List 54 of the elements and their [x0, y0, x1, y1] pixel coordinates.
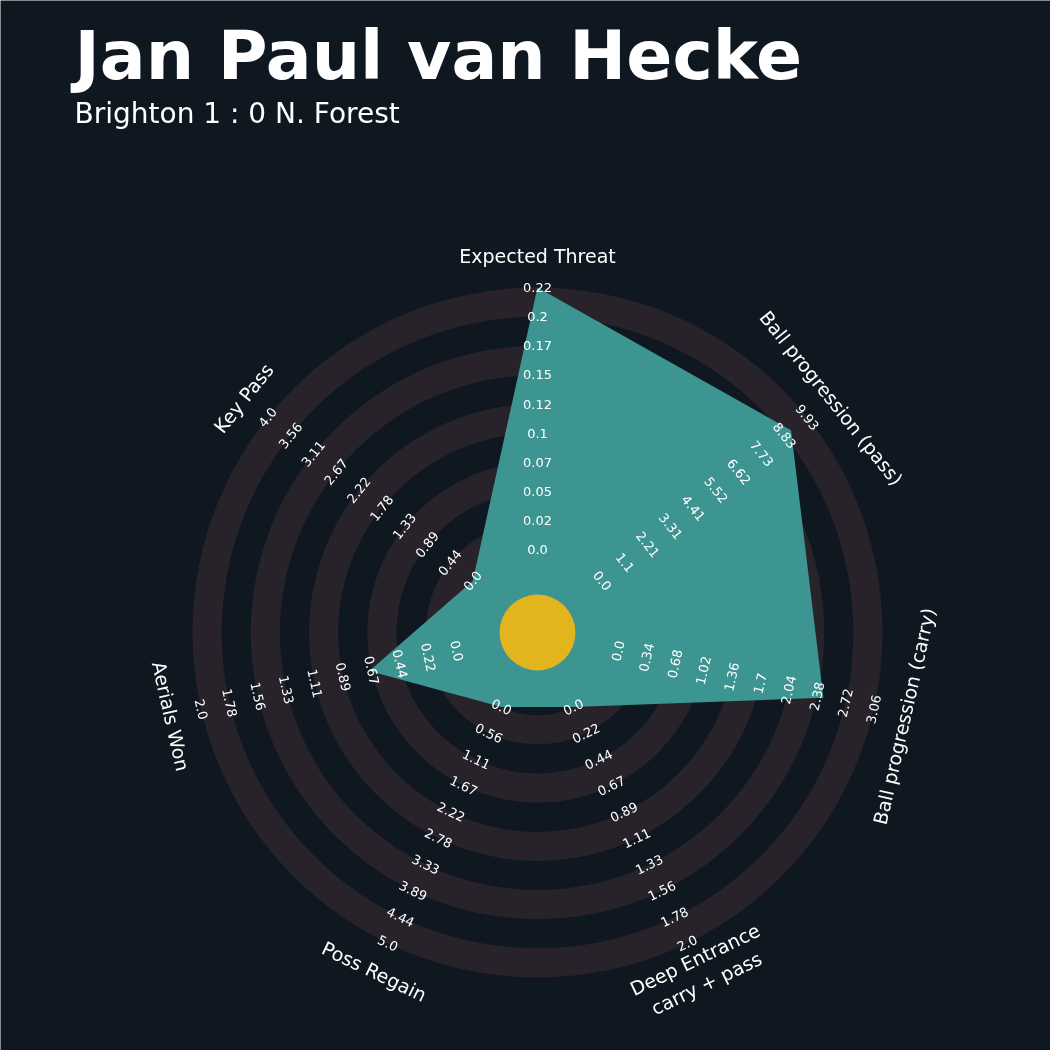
text: 0.44	[582, 746, 616, 773]
text: 0.05	[523, 483, 552, 499]
text: 0.0	[560, 695, 587, 719]
text: 1.11	[620, 825, 653, 852]
text: 0.17	[523, 338, 552, 354]
text: 1.11	[460, 746, 493, 773]
text: 0.44	[389, 648, 411, 680]
text: 1.67	[447, 772, 480, 799]
text: 2.72	[834, 687, 856, 719]
text: 3.89	[396, 877, 430, 904]
text: 2.78	[422, 825, 455, 852]
text: 1.33	[275, 674, 297, 706]
text: 0.07	[523, 454, 552, 470]
text: 0.68	[664, 648, 686, 680]
text: 0.22	[417, 641, 439, 674]
text: 0.0	[589, 568, 615, 594]
text: 0.22	[523, 280, 552, 295]
text: 5.0	[375, 932, 401, 955]
text: 0.67	[361, 654, 383, 687]
text: 3.06	[863, 693, 885, 726]
text: 1.56	[645, 877, 679, 904]
text: 2.22	[434, 799, 468, 826]
text: 0.0	[489, 695, 515, 719]
text: 2.04	[778, 674, 800, 706]
chart-subtitle: Brighton 1 : 0 N. Forest	[74, 97, 400, 130]
chart-title: Jan Paul van Hecke	[70, 16, 803, 95]
text: 0.34	[636, 641, 658, 674]
text: 1.56	[247, 680, 269, 713]
text: 0.1	[527, 425, 548, 441]
text: 0.22	[569, 720, 603, 747]
text: 0.56	[472, 720, 506, 747]
text: 0.67	[595, 772, 628, 799]
text: 0.0	[447, 639, 467, 663]
text: 1.78	[658, 904, 691, 931]
text: 0.0	[527, 542, 548, 558]
text: 1.11	[304, 667, 326, 700]
text: 1.78	[219, 687, 241, 719]
text: 0.12	[523, 396, 552, 412]
text: 2.38	[806, 680, 828, 713]
text: 0.15	[523, 367, 552, 383]
text: 4.0	[255, 404, 281, 431]
text: 0.89	[607, 799, 641, 826]
text: 3.33	[409, 851, 443, 878]
text: 1.7	[750, 671, 770, 696]
text: 1.36	[721, 661, 743, 693]
text: 0.02	[523, 513, 552, 529]
text: 0.89	[332, 661, 354, 693]
text: 0.0	[608, 639, 628, 663]
text: 0.0	[460, 568, 486, 594]
text: 4.44	[384, 904, 417, 931]
text: 1.02	[692, 654, 714, 687]
spoke-label: Expected Threat	[459, 245, 616, 268]
text: 1.1	[612, 549, 638, 576]
text: 1.33	[632, 851, 666, 878]
